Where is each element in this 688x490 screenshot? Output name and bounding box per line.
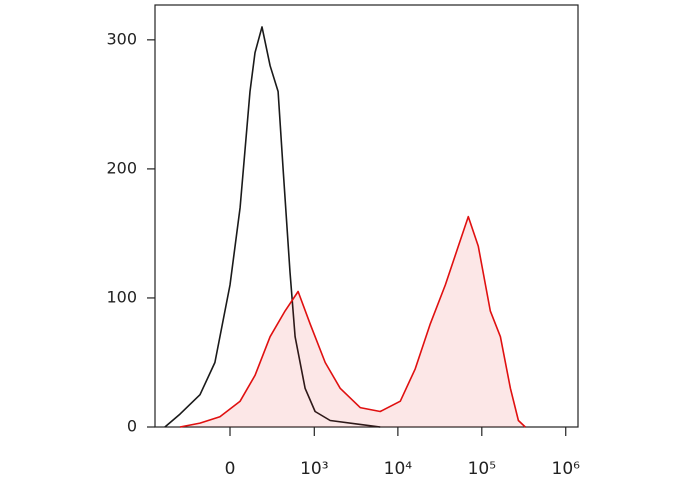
y-tick-label: 300 <box>106 29 137 48</box>
x-tick-label: 10³ <box>300 459 328 479</box>
area <box>179 216 526 427</box>
y-tick-label: 0 <box>127 417 137 436</box>
x-tick-label: 10⁵ <box>468 459 496 479</box>
y-tick-label: 100 <box>106 287 137 306</box>
x-tick-label: 10⁶ <box>552 459 581 479</box>
x-tick-label: 0 <box>225 459 236 479</box>
histogram-line <box>164 26 381 428</box>
x-tick-label: 10⁴ <box>384 459 413 479</box>
histogram-line <box>179 215 526 428</box>
plot-frame <box>154 4 579 428</box>
y-tick-label: 200 <box>106 158 137 177</box>
